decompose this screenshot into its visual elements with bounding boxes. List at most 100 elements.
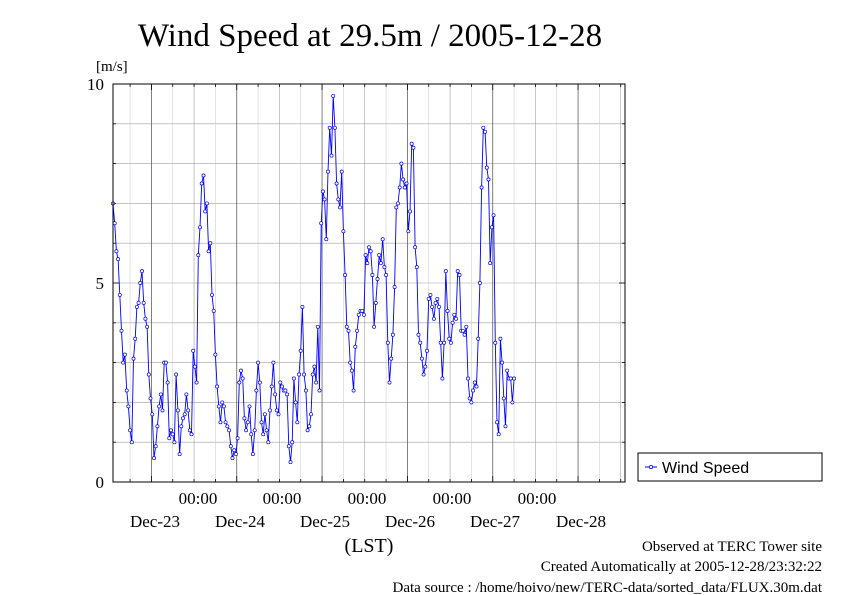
- data-point: [387, 380, 392, 385]
- data-point: [184, 392, 189, 397]
- x-tick-date-dec-27: Dec-27: [470, 512, 521, 531]
- plot-frame: [112, 83, 626, 483]
- legend: Wind Speed: [637, 452, 823, 482]
- data-point: [262, 412, 267, 417]
- data-point: [327, 125, 332, 130]
- y-axis-unit-label: [m/s]: [96, 59, 128, 75]
- data-point: [491, 213, 496, 218]
- data-point: [479, 185, 484, 190]
- data-point: [163, 360, 168, 365]
- data-point: [133, 336, 138, 341]
- data-point: [140, 269, 144, 274]
- data-point: [411, 145, 416, 150]
- data-point: [430, 304, 435, 309]
- data-point: [160, 408, 165, 413]
- data-point: [167, 436, 172, 441]
- data-point: [310, 372, 315, 377]
- data-point: [136, 300, 141, 305]
- data-point: [203, 209, 208, 214]
- data-point: [493, 340, 498, 345]
- data-point: [252, 428, 257, 433]
- data-point: [230, 456, 235, 461]
- data-point: [445, 308, 450, 313]
- data-point: [389, 356, 394, 361]
- data-point: [455, 269, 460, 274]
- data-point: [414, 265, 419, 270]
- data-point: [317, 388, 322, 393]
- data-point: [440, 376, 445, 381]
- data-point: [406, 229, 411, 234]
- data-point: [189, 432, 194, 437]
- data-point: [503, 424, 508, 429]
- data-point: [343, 273, 348, 277]
- data-point: [312, 364, 317, 369]
- x-tick-date-dec-23: Dec-23: [130, 512, 180, 531]
- data-point: [331, 93, 336, 98]
- data-point: [152, 456, 156, 461]
- data-point: [112, 221, 117, 226]
- data-point: [174, 372, 179, 377]
- x-axis-label: (LST): [345, 535, 394, 557]
- data-point: [278, 380, 283, 385]
- data-point: [157, 404, 162, 409]
- data-point: [385, 340, 390, 345]
- data-point: [216, 404, 221, 409]
- data-point: [360, 308, 365, 313]
- data-point: [256, 360, 261, 365]
- data-point: [273, 392, 278, 397]
- data-point: [334, 181, 339, 186]
- data-point: [368, 249, 373, 254]
- data-point: [404, 181, 409, 186]
- data-point: [332, 125, 337, 130]
- data-point: [300, 304, 305, 309]
- data-point: [320, 189, 325, 194]
- data-point: [419, 356, 424, 361]
- data-point: [293, 400, 298, 405]
- x-tick-time-2: 00:00: [263, 489, 302, 508]
- data-point: [259, 420, 264, 425]
- data-point: [181, 416, 185, 421]
- data-point: [341, 229, 346, 234]
- data-point: [302, 372, 307, 377]
- data-point: [285, 392, 290, 397]
- data-point: [245, 420, 250, 425]
- data-point: [431, 316, 436, 321]
- data-point: [223, 420, 228, 425]
- data-point: [399, 161, 404, 166]
- data-point: [413, 245, 418, 250]
- chart-title: Wind Speed at 29.5m / 2005-12-28: [138, 18, 602, 54]
- data-point: [384, 273, 389, 277]
- series-line: [112, 95, 515, 463]
- y-tick-label-0: 0: [96, 473, 105, 492]
- data-point: [489, 225, 494, 230]
- data-point: [428, 292, 433, 297]
- data-point: [472, 380, 477, 385]
- data-point: [129, 440, 134, 445]
- data-point: [116, 257, 121, 262]
- data-point: [375, 277, 380, 281]
- x-tick-date-dec-26: Dec-26: [385, 512, 435, 531]
- data-point: [373, 300, 378, 305]
- data-point: [505, 368, 510, 373]
- data-point: [466, 376, 470, 381]
- data-point: [483, 129, 488, 134]
- data-point: [402, 185, 407, 190]
- data-point: [128, 428, 133, 433]
- data-point: [117, 292, 122, 297]
- data-point: [290, 440, 295, 445]
- data-point: [143, 316, 148, 321]
- data-point: [361, 312, 366, 317]
- data-point: [247, 404, 252, 409]
- data-point: [288, 460, 293, 465]
- data-point: [211, 308, 216, 313]
- data-point: [237, 380, 242, 385]
- data-point: [433, 300, 438, 305]
- data-point: [510, 400, 515, 405]
- data-point: [351, 388, 356, 393]
- data-point: [206, 249, 211, 254]
- data-point: [363, 253, 368, 258]
- data-point: [382, 265, 387, 270]
- data-point: [148, 396, 153, 401]
- data-point: [233, 452, 238, 457]
